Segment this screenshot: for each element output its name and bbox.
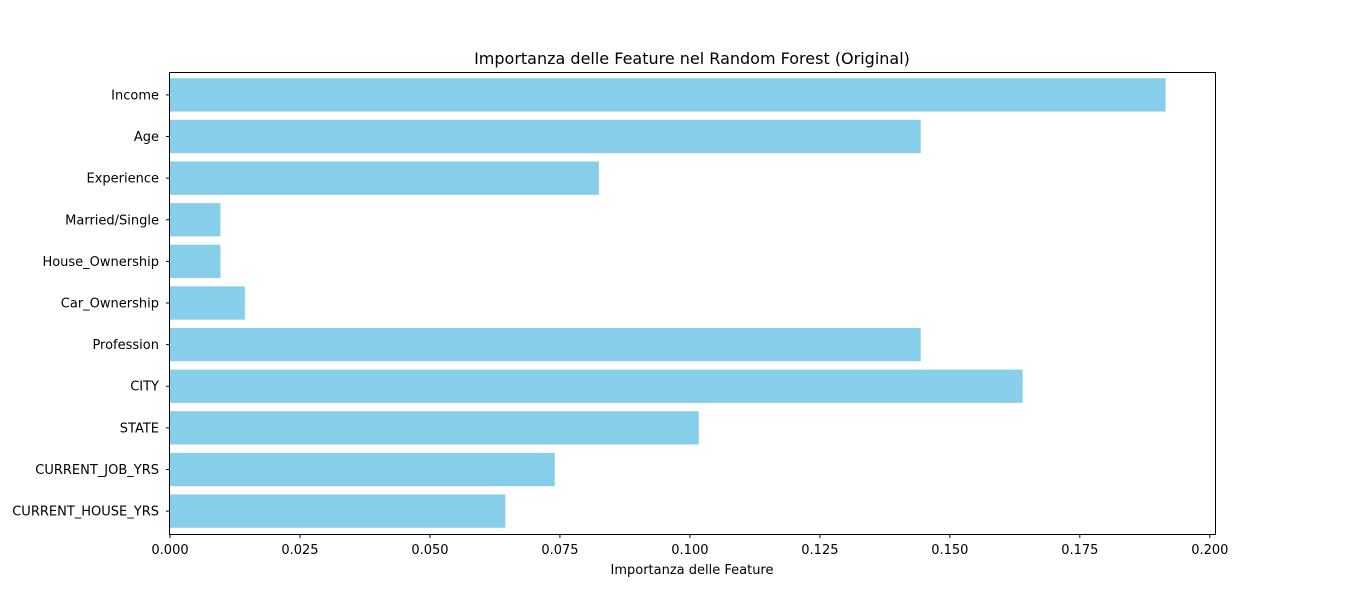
x-tick-label: 0.150 <box>931 543 968 558</box>
y-tick-label: STATE <box>120 421 159 436</box>
bar-car-ownership <box>170 286 245 320</box>
y-tick-label: Car_Ownership <box>61 297 159 312</box>
y-tick-label: Profession <box>92 338 159 353</box>
bar-experience <box>170 161 599 195</box>
bar-house-ownership <box>170 244 221 279</box>
x-tick-label: 0.200 <box>1191 543 1228 558</box>
y-tick-label: CURRENT_JOB_YRS <box>35 463 159 478</box>
x-tick-label: 0.050 <box>411 543 448 558</box>
x-tick-label: 0.000 <box>151 543 188 558</box>
x-tick-label: 0.175 <box>1061 543 1098 558</box>
y-tick-label: Age <box>134 130 159 145</box>
x-tick-label: 0.075 <box>541 543 578 558</box>
x-axis-label: Importanza delle Feature <box>610 563 773 578</box>
bar-city <box>170 369 1023 403</box>
bar-married-single <box>170 203 221 237</box>
bar-state <box>170 411 699 445</box>
y-tick-label: Income <box>111 88 159 103</box>
y-tick-label: CURRENT_HOUSE_YRS <box>12 505 159 520</box>
x-tick-label: 0.025 <box>281 543 318 558</box>
y-tick-label: House_Ownership <box>42 255 159 270</box>
plot-frame <box>169 72 1216 535</box>
bar-income <box>170 78 1166 112</box>
x-tick-label: 0.125 <box>801 543 838 558</box>
bar-current-house-yrs <box>170 494 506 528</box>
bar-current-job-yrs <box>170 452 555 487</box>
x-tick-label: 0.100 <box>671 543 708 558</box>
y-tick-label: Married/Single <box>65 213 159 228</box>
chart-title: Importanza delle Feature nel Random Fore… <box>474 49 910 68</box>
y-tick-label: CITY <box>130 380 159 395</box>
y-axis-ticks: Income Age Experience Married/Single House_O… <box>12 88 170 520</box>
x-axis-ticks: 0.000 0.025 0.050 0.075 0.100 0.125 0.150 0.175… <box>151 534 1228 558</box>
bars-group <box>170 78 1166 528</box>
y-tick-label: Experience <box>87 172 160 187</box>
bar-profession <box>170 327 921 362</box>
bar-age <box>170 119 921 154</box>
